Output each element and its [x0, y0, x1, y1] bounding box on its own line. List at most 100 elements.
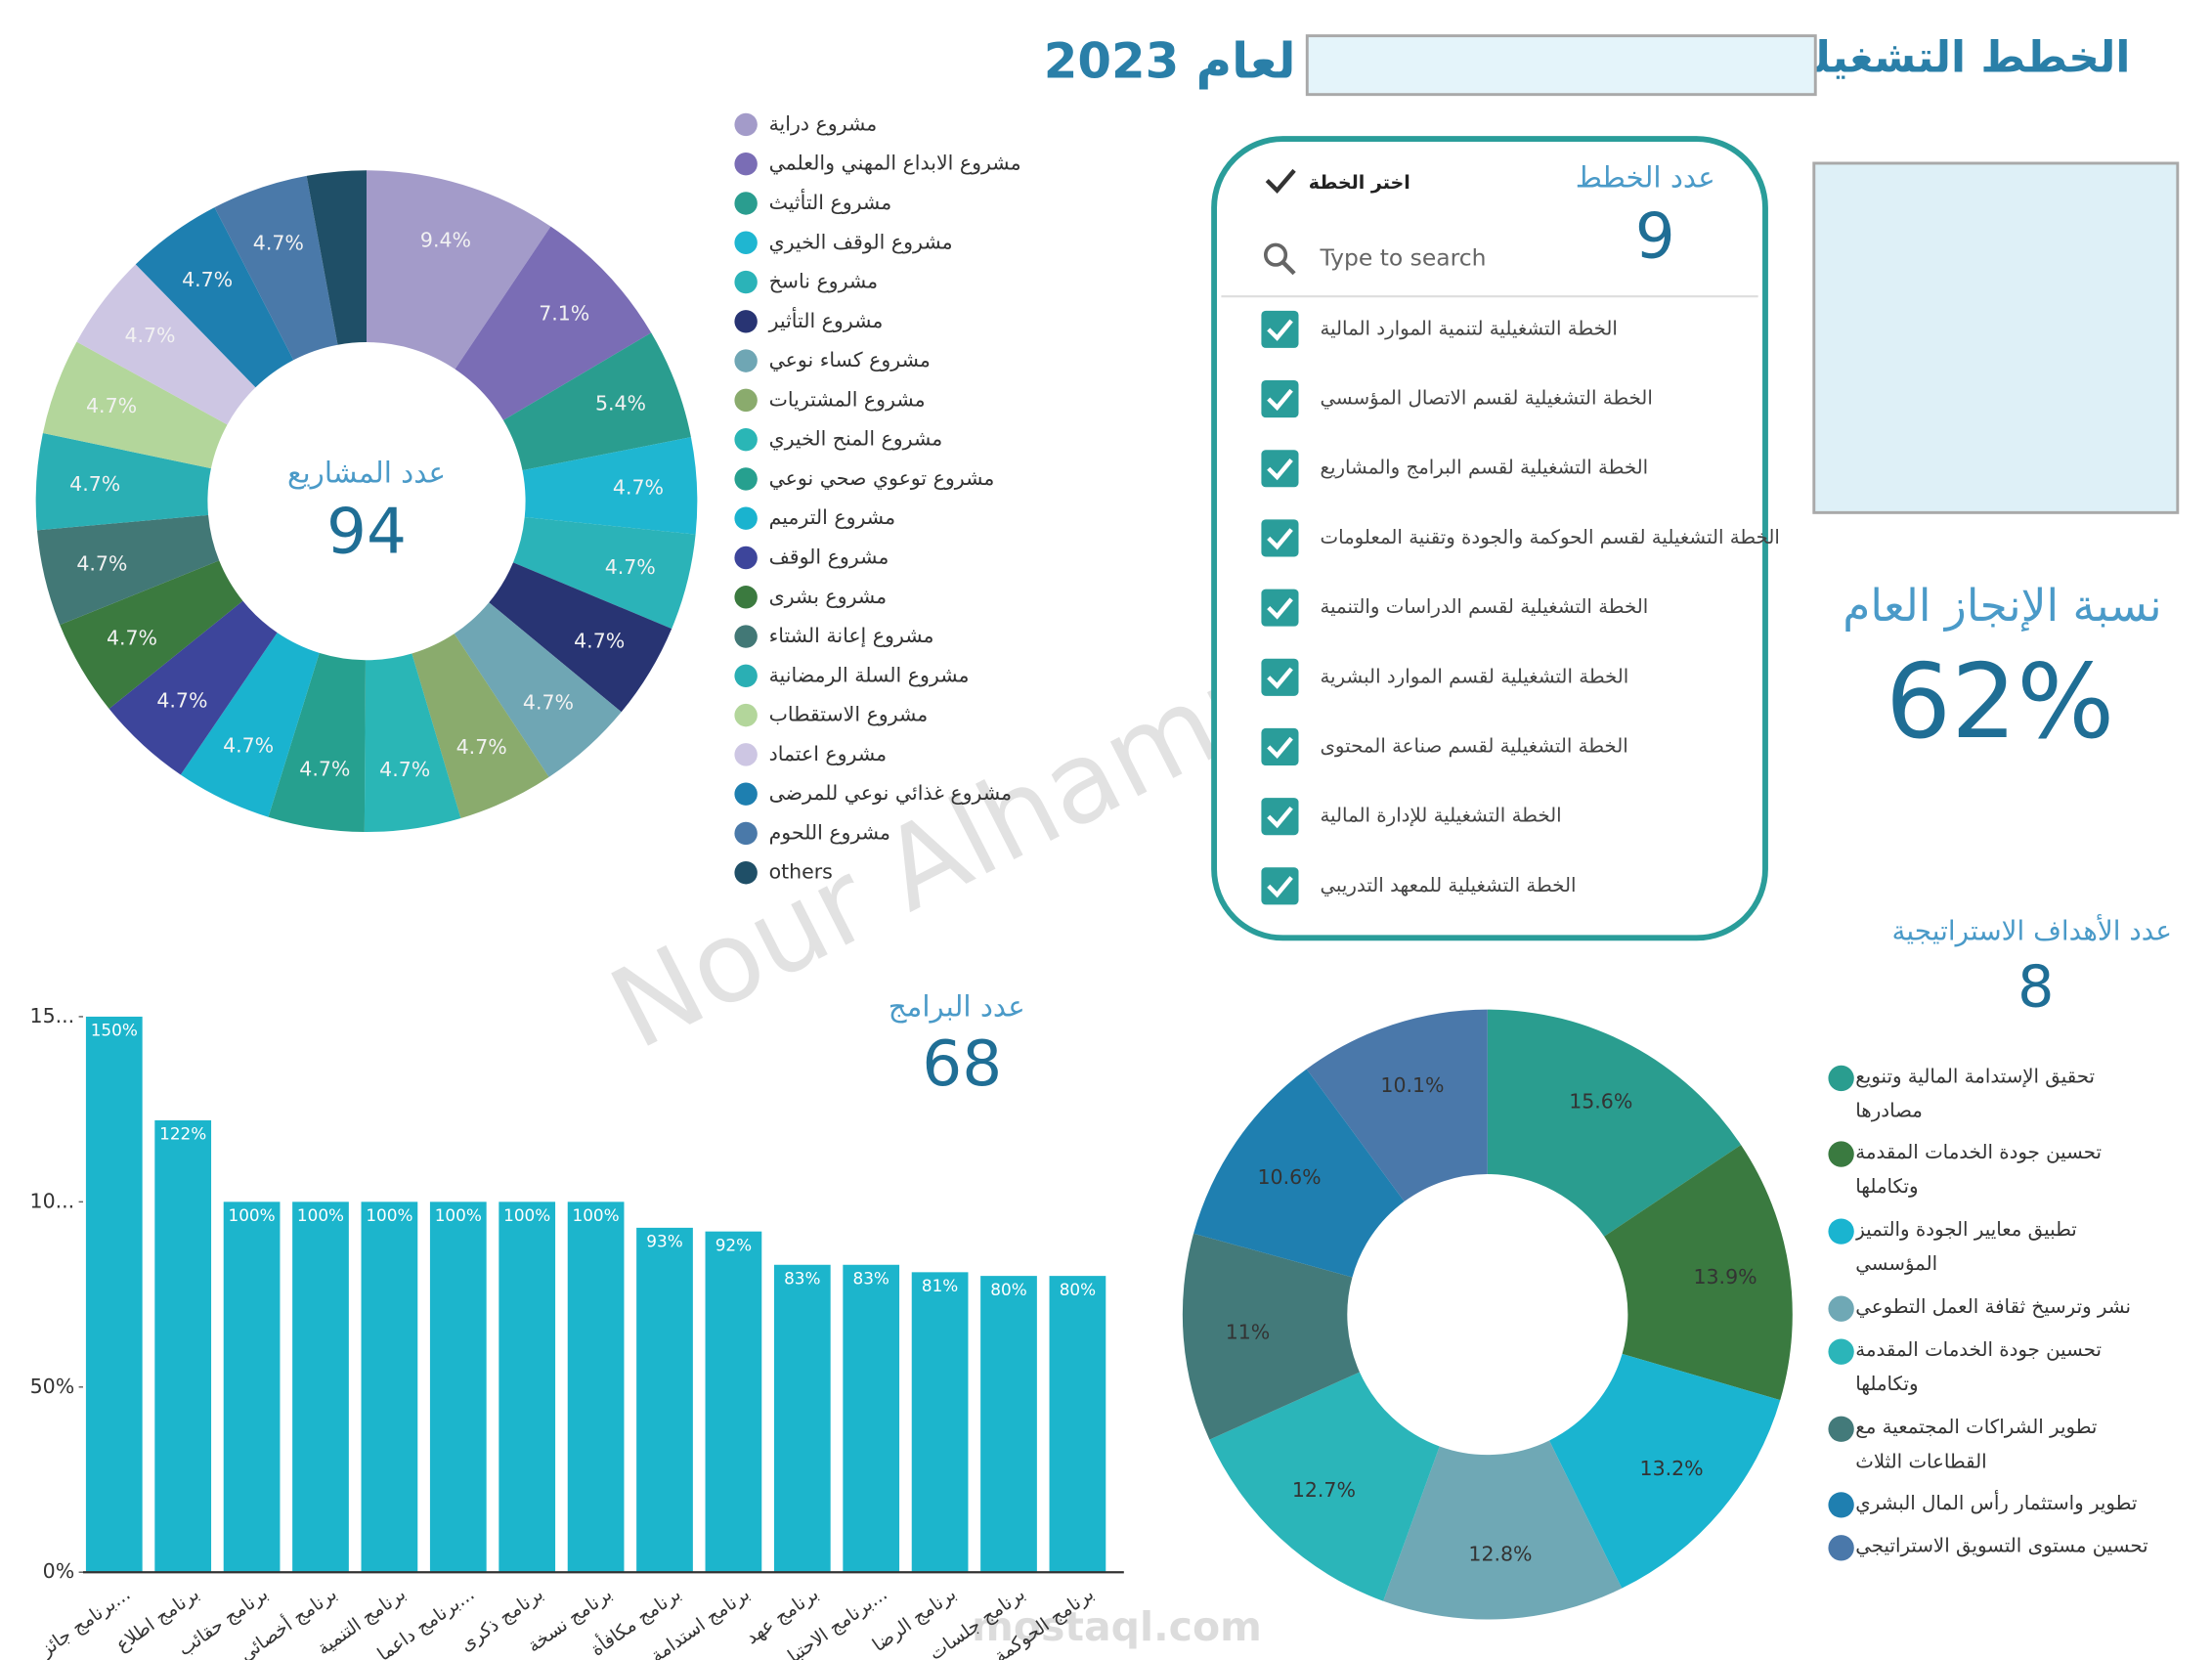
plan-item: الخطة التشغيلية لقسم الحوكمة والجودة وتق… [1320, 526, 1779, 548]
legend-item: تحسين جودة الخدمات المقدمة وتكاملها [1855, 1338, 2103, 1397]
legend-label: مشروع الترميم [769, 505, 895, 529]
legend-swatch [1828, 1218, 1854, 1245]
bar [1049, 1276, 1106, 1573]
plan-item: الخطة التشغيلية لقسم الاتصال المؤسسي [1320, 387, 1652, 411]
donut-slice [1487, 1009, 1742, 1237]
legend-swatch [734, 821, 758, 846]
checkbox[interactable] [1261, 450, 1299, 488]
donut-slice [214, 175, 338, 361]
legend-label: مشروع المشتريات [769, 387, 926, 411]
slice-label: 4.7% [523, 691, 574, 715]
checkbox[interactable] [1261, 727, 1299, 766]
legend-label: مشروع التأثيث [769, 189, 892, 214]
bar [567, 1201, 625, 1573]
checkbox[interactable] [1261, 589, 1299, 627]
slice-label: 5.4% [595, 391, 646, 415]
plan-item: الخطة التشغيلية لقسم الدراسات والتنمية [1320, 595, 1648, 618]
bar-value-label: 122% [159, 1124, 206, 1144]
achievement-label: نسبة الإنجاز العام [1843, 580, 2161, 632]
legend-swatch [734, 664, 758, 688]
checkbox[interactable] [1261, 867, 1299, 905]
slice-label: 4.7% [223, 733, 274, 757]
legend-label: مشروع الاستقطاب [769, 703, 929, 726]
legend-label: تطوير الشراكات المجتمعية مع القطاعات الث… [1855, 1416, 2098, 1474]
legend-label: مشروع اللحوم [769, 820, 890, 844]
checkbox-check [1267, 876, 1293, 898]
slice-label: 4.7% [299, 758, 350, 781]
bar-value-label: 100% [503, 1205, 550, 1225]
slice-label: 11% [1226, 1321, 1271, 1344]
legend-label: مشروع دراية [769, 111, 878, 135]
legend-swatch [734, 231, 758, 254]
plan-item: الخطة التشغيلية لقسم صناعة المحتوى [1320, 734, 1627, 757]
legend-swatch [734, 270, 758, 294]
slice-label: 12.8% [1468, 1542, 1532, 1565]
donut-slice [42, 341, 228, 469]
chart-title: عدد الأهداف الاستراتيجية [1892, 913, 2172, 947]
bar-value-label: 80% [990, 1280, 1026, 1299]
plan-item: الخطة التشغيلية للإدارة المالية [1320, 805, 1561, 827]
checkbox[interactable] [1261, 798, 1299, 836]
donut-slice [306, 170, 367, 345]
donut-slice [489, 562, 672, 713]
legend-swatch [734, 782, 758, 806]
bar [85, 1016, 143, 1573]
slice-label: 10.1% [1380, 1073, 1444, 1097]
slice-label: 9.4% [420, 228, 471, 251]
donut-slice [366, 170, 551, 370]
donut-slice [268, 652, 366, 832]
legend-swatch [734, 861, 758, 885]
chart-total: 8 [2017, 954, 2054, 1021]
bar-value-label: 92% [716, 1235, 752, 1254]
bar [361, 1201, 418, 1573]
search-icon [1263, 242, 1288, 267]
bar [154, 1120, 212, 1573]
checkbox[interactable] [1261, 310, 1299, 348]
checkbox-check [1267, 736, 1293, 760]
slice-label: 4.7% [253, 231, 304, 254]
legend-label: مشروع ناسخ [769, 270, 879, 293]
donut-slice [522, 437, 698, 535]
legend-swatch [734, 192, 758, 215]
checkbox[interactable] [1261, 380, 1299, 418]
legend-label: مشروع المنح الخيري [769, 427, 943, 451]
legend-swatch [734, 586, 758, 609]
slice-label: 13.9% [1693, 1265, 1757, 1289]
legend-label: تحسين جودة الخدمات المقدمة وتكاملها [1855, 1338, 2103, 1397]
checkbox[interactable] [1261, 519, 1299, 557]
legend-swatch [734, 427, 758, 452]
legend-swatch [734, 152, 758, 176]
bar-value-label: 100% [297, 1205, 344, 1225]
select-all-check[interactable] [1265, 168, 1296, 195]
slice-label: 15.6% [1569, 1090, 1632, 1114]
legend-label: مشروع الوقف الخيري [769, 230, 953, 253]
legend-swatch [734, 112, 758, 137]
y-tick-label: 10... [30, 1189, 75, 1212]
bar-value-label: 100% [573, 1205, 620, 1225]
legend-swatch [1828, 1492, 1854, 1518]
slice-label: 4.7% [107, 627, 157, 650]
legend-swatch [1828, 1535, 1854, 1561]
legend-label: تحقيق الإستدامة المالية وتنويع مصادرها [1855, 1065, 2096, 1123]
slice-label: 4.7% [613, 476, 664, 500]
bar [773, 1264, 831, 1573]
donut-slice [364, 653, 461, 832]
plans-title: عدد الخطط [1576, 161, 1715, 195]
legend-item: تحقيق الإستدامة المالية وتنويع مصادرها [1855, 1065, 2096, 1123]
checkbox-check [1267, 459, 1293, 481]
title-input[interactable] [1305, 34, 1817, 97]
checkbox-check [1267, 667, 1293, 689]
bar-value-label: 100% [229, 1205, 276, 1225]
legend-swatch [734, 349, 758, 372]
bar-value-label: 93% [646, 1232, 682, 1251]
legend-label: مشروع التأثير [768, 307, 884, 332]
chart-total: 94 [326, 495, 407, 568]
legend-label: نشر وترسيخ ثقافة العمل التطوعي [1855, 1295, 2131, 1319]
search-icon-handle [1280, 260, 1296, 276]
legend-label: مشروع بشرى [769, 585, 888, 608]
checkbox[interactable] [1261, 658, 1299, 696]
search-input[interactable]: Type to search [1319, 244, 1486, 272]
legend-item: تطوير الشراكات المجتمعية مع القطاعات الث… [1855, 1416, 2098, 1474]
bar-value-label: 83% [853, 1268, 889, 1288]
